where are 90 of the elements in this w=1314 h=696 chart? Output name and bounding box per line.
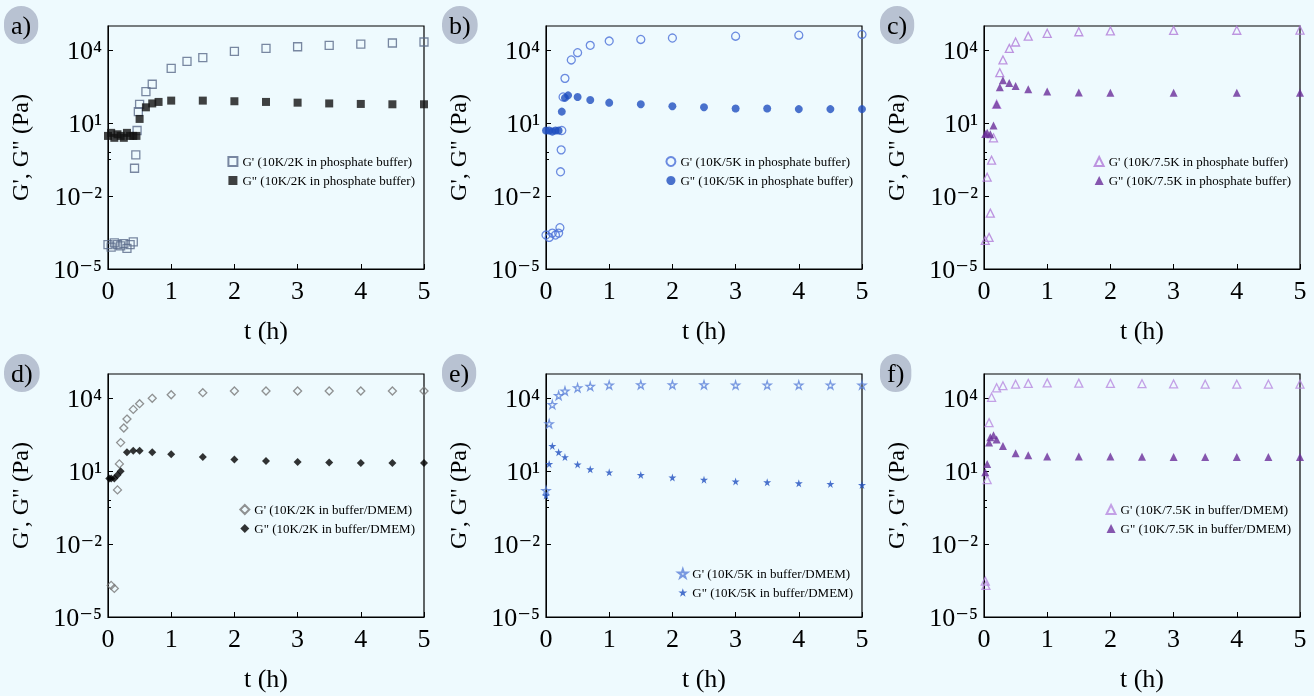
x-tick-label: 2 xyxy=(665,275,679,305)
x-tick-label: 1 xyxy=(164,275,178,305)
y-tick-label: 10⁻⁵ xyxy=(929,602,978,632)
y-axis-title: G', G" (Pa) xyxy=(445,442,471,549)
y-tick-label: 10⁻⁵ xyxy=(53,602,102,632)
x-tick-label: 0 xyxy=(539,623,553,653)
chart-title: c) xyxy=(887,10,908,40)
y-tick-label: 10⁻² xyxy=(930,181,979,211)
x-tick-label: 4 xyxy=(1230,275,1244,305)
x-tick-label: 0 xyxy=(101,623,115,653)
x-tick-label: 3 xyxy=(729,275,743,305)
x-axis-title: t (h) xyxy=(681,315,727,345)
x-tick-label: 4 xyxy=(354,623,368,653)
x-tick-label: 2 xyxy=(227,623,241,653)
legend-label: G' (10K/2K in buffer/DMEM) xyxy=(254,502,413,517)
x-tick-label: 1 xyxy=(602,275,616,305)
x-tick-label: 4 xyxy=(792,275,806,305)
x-tick-label: 3 xyxy=(729,623,743,653)
y-tick-label: 10⁻² xyxy=(492,529,541,559)
x-tick-label: 3 xyxy=(1167,275,1181,305)
x-axis-title: t (h) xyxy=(1119,663,1165,693)
x-tick-label: 5 xyxy=(1293,275,1307,305)
x-tick-label: 4 xyxy=(792,623,806,653)
legend-label: G' (10K/7.5K in buffer/DMEM) xyxy=(1120,502,1289,517)
x-tick-label: 3 xyxy=(291,623,305,653)
y-tick-label: 10⁴ xyxy=(66,383,102,413)
x-tick-label: 1 xyxy=(164,623,178,653)
x-tick-label: 4 xyxy=(1230,623,1244,653)
x-tick-label: 0 xyxy=(977,623,991,653)
y-tick-label: 10⁴ xyxy=(504,383,540,413)
x-tick-label: 5 xyxy=(855,623,869,653)
legend-label: G" (10K/7.5K in phosphate buffer) xyxy=(1108,173,1292,188)
x-tick-label: 0 xyxy=(101,275,115,305)
legend-label: G' (10K/2K in phosphate buffer) xyxy=(242,154,413,169)
y-tick-label: 10¹ xyxy=(68,108,102,138)
y-axis-title: G', G" (Pa) xyxy=(7,94,33,201)
x-tick-label: 0 xyxy=(977,275,991,305)
x-tick-label: 5 xyxy=(1293,623,1307,653)
y-tick-label: 10⁻² xyxy=(930,529,979,559)
x-tick-label: 3 xyxy=(291,275,305,305)
y-tick-label: 10⁴ xyxy=(942,383,978,413)
legend-label: G' (10K/5K in phosphate buffer) xyxy=(680,154,851,169)
y-tick-label: 10¹ xyxy=(506,108,540,138)
x-tick-label: 0 xyxy=(539,275,553,305)
chart-title: d) xyxy=(11,358,33,388)
x-axis-title: t (h) xyxy=(243,315,289,345)
y-tick-label: 10¹ xyxy=(944,456,978,486)
y-axis-title: G', G" (Pa) xyxy=(445,94,471,201)
y-tick-label: 10⁻⁵ xyxy=(929,254,978,284)
y-tick-label: 10⁻² xyxy=(54,529,103,559)
legend-label: G' (10K/7.5K in phosphate buffer) xyxy=(1108,154,1289,169)
legend-label: G' (10K/5K in buffer/DMEM) xyxy=(692,566,851,581)
chart-title: f) xyxy=(887,358,905,388)
y-tick-label: 10⁻⁵ xyxy=(491,602,540,632)
x-tick-label: 5 xyxy=(417,623,431,653)
x-axis-title: t (h) xyxy=(243,663,289,693)
y-tick-label: 10⁻² xyxy=(492,181,541,211)
x-tick-label: 2 xyxy=(665,623,679,653)
x-tick-label: 4 xyxy=(354,275,368,305)
x-tick-label: 2 xyxy=(1103,623,1117,653)
legend-label: G" (10K/5K in phosphate buffer) xyxy=(680,173,854,188)
x-tick-label: 2 xyxy=(1103,275,1117,305)
legend-label: G" (10K/7.5K in buffer/DMEM) xyxy=(1120,521,1291,536)
y-tick-label: 10⁴ xyxy=(66,35,102,65)
legend-label: G" (10K/5K in buffer/DMEM) xyxy=(692,585,853,600)
y-tick-label: 10⁻² xyxy=(54,181,103,211)
legend-label: G" (10K/2K in phosphate buffer) xyxy=(242,173,416,188)
chart-title: b) xyxy=(449,10,471,40)
x-axis-title: t (h) xyxy=(1119,315,1165,345)
legend-label: G" (10K/2K in buffer/DMEM) xyxy=(254,521,415,536)
y-tick-label: 10¹ xyxy=(506,456,540,486)
x-axis-title: t (h) xyxy=(681,663,727,693)
x-tick-label: 5 xyxy=(855,275,869,305)
x-tick-label: 1 xyxy=(602,623,616,653)
y-axis-title: G', G" (Pa) xyxy=(883,442,909,549)
x-tick-label: 5 xyxy=(417,275,431,305)
chart-title: a) xyxy=(11,10,32,40)
x-tick-label: 1 xyxy=(1040,623,1054,653)
x-tick-label: 3 xyxy=(1167,623,1181,653)
y-tick-label: 10¹ xyxy=(68,456,102,486)
chart-title: e) xyxy=(449,358,470,388)
y-tick-label: 10⁻⁵ xyxy=(53,254,102,284)
y-tick-label: 10⁻⁵ xyxy=(491,254,540,284)
x-tick-label: 2 xyxy=(227,275,241,305)
y-axis-title: G', G" (Pa) xyxy=(7,442,33,549)
y-axis-title: G', G" (Pa) xyxy=(883,94,909,201)
x-tick-label: 1 xyxy=(1040,275,1054,305)
y-tick-label: 10¹ xyxy=(944,108,978,138)
y-tick-label: 10⁴ xyxy=(942,35,978,65)
y-tick-label: 10⁴ xyxy=(504,35,540,65)
